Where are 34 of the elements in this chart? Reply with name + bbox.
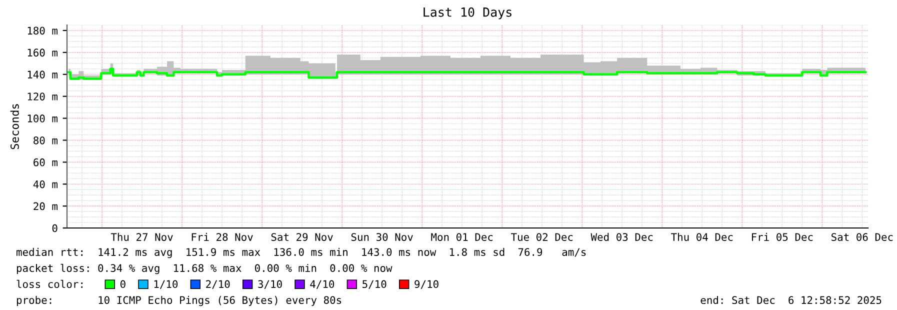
legend-label: 2/10 <box>206 280 230 289</box>
y-tick-label: 80 m <box>34 136 58 144</box>
text: end: Sat Dec 6 12:58:52 2025 <box>700 296 882 304</box>
y-tick-label: 20 m <box>34 202 58 210</box>
x-tick-label: Fri 05 Dec <box>752 232 813 241</box>
text: probe: 10 ICMP Echo Pings (56 Bytes) every 80s <box>16 296 342 306</box>
x-tick-label: Thu 27 Nov <box>110 232 173 241</box>
y-tick-label: 40 m <box>33 180 58 188</box>
legend-label: 5/10 <box>362 280 386 289</box>
y-axis-title: Seconds <box>10 104 19 150</box>
x-tick-label: Sat 06 Dec <box>832 233 893 241</box>
legend-label: 1/10 <box>154 280 178 289</box>
legend-title: loss color: <box>16 280 82 288</box>
x-tick-label: Sun 30 Nov <box>351 233 413 241</box>
y-tick-label: 0 <box>52 224 58 232</box>
x-tick-label: Tue 02 Dec <box>510 233 573 241</box>
x-tick-label: Mon 01 Dec <box>431 233 493 241</box>
x-tick-label: Fri 28 Nov <box>192 232 253 241</box>
y-tick-label: 120 m <box>28 92 58 100</box>
y-tick-label: 160 m <box>28 48 58 57</box>
y-tick-label: 140 m <box>28 70 58 79</box>
x-tick-label: Sat 29 Nov <box>271 233 333 241</box>
legend-label: 4/10 <box>310 280 334 289</box>
legend-label: 0 <box>120 280 126 288</box>
text: median rtt: 141.2 ms avg 151.9 ms max 136.0 ms min 143.0 ms now 1.8 ms sd 76.9 am/s <box>16 248 586 258</box>
x-tick-label: Wed 03 Dec <box>590 232 653 241</box>
legend-label: 9/10 <box>414 280 438 289</box>
x-tick-label: Thu 04 Dec <box>671 232 733 241</box>
text: packet loss: 0.34 % avg 11.68 % max 0.00 % min 0.00 % now <box>16 264 392 274</box>
y-tick-label: 60 m <box>34 158 58 166</box>
y-tick-label: 180 m <box>28 26 58 35</box>
y-tick-label: 100 m <box>28 114 58 122</box>
legend-label: 3/10 <box>258 280 282 289</box>
chart-title: Last 10 Days <box>424 7 512 20</box>
